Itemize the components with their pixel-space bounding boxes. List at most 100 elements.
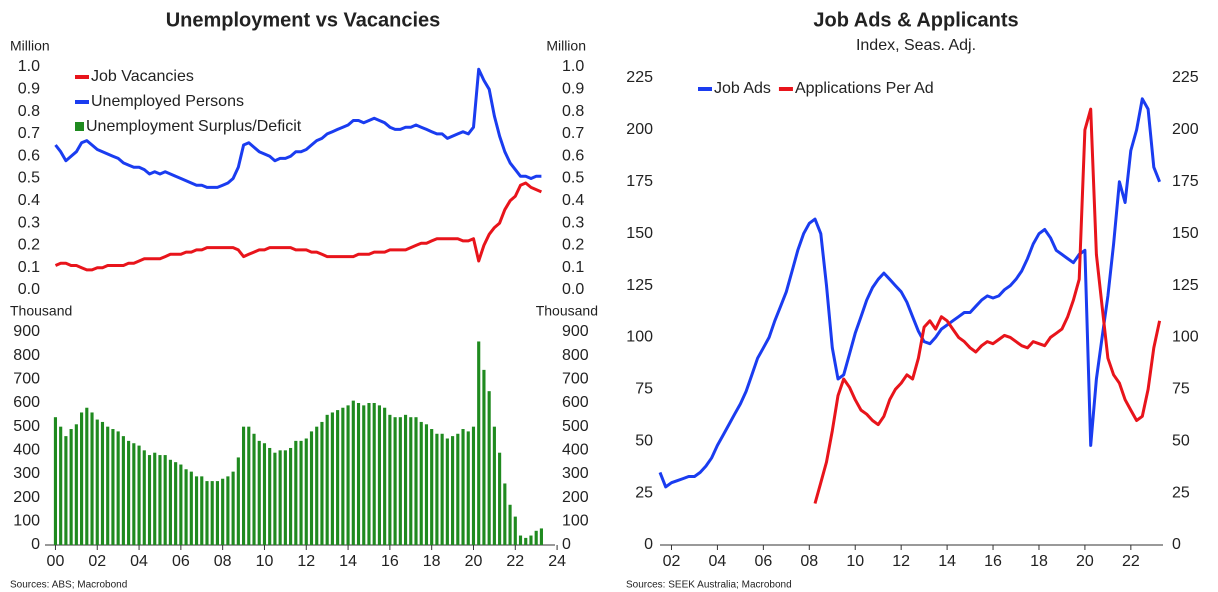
y2-tick-label: 25 [1172,484,1190,501]
bar [153,452,157,545]
y2-tick-label: 0.2 [562,237,584,254]
bar [398,417,402,545]
source: Sources: ABS; Macrobond [10,580,127,591]
bar [226,476,230,545]
bar [445,438,449,545]
y-tick-label: 0.0 [18,281,40,298]
bar [409,417,413,545]
bar [341,407,345,545]
y-tick-label: 0.9 [18,81,40,98]
x-tick-label: 16 [984,553,1002,570]
bar [236,457,240,545]
bar [299,440,303,545]
y-tick-label: 225 [626,69,653,86]
bar [74,424,78,545]
y-tick-label: 200 [13,489,40,506]
y-axis-label: Thousand [10,303,72,319]
y-tick-label: 500 [13,418,40,435]
x-tick-label: 12 [297,553,315,570]
y-tick-label: 800 [13,347,40,364]
y2-tick-label: 100 [1172,329,1199,346]
y-tick-label: 50 [635,432,653,449]
bar [100,421,105,545]
bar [419,421,423,545]
y2-tick-label: 150 [1172,225,1199,242]
bar [168,459,172,545]
legend-label: Job Ads [714,80,771,97]
legend-label: Applications Per Ad [795,80,934,97]
bar [137,445,141,545]
y2-tick-label: 0.5 [562,170,584,187]
x-tick-label: 16 [381,553,399,570]
y-tick-label: 700 [13,371,40,388]
bar [351,400,355,545]
y-tick-label: 0.1 [18,259,40,276]
legend-label: Unemployment Surplus/Deficit [86,118,302,135]
x-tick-label: 08 [214,553,232,570]
bar [163,455,167,545]
bar [132,443,136,545]
bar [487,391,491,545]
y2-tick-label: 100 [562,513,589,530]
bar [330,412,334,545]
bar [241,426,246,545]
y2-axis-label: Thousand [536,303,598,319]
bar [403,414,408,545]
y-tick-label: 100 [626,329,653,346]
bar [111,429,115,545]
bar [388,414,392,545]
bar [424,424,429,545]
bar [518,535,523,545]
bar [539,528,543,545]
y-tick-label: 0.6 [18,147,40,164]
bar [414,417,418,545]
bar [466,431,470,545]
bar [524,537,528,545]
line [813,107,1162,504]
bar [508,504,512,545]
y2-tick-label: 0.6 [562,147,584,164]
y2-tick-label: 800 [562,347,589,364]
bar [346,405,350,545]
y2-tick-label: 0.7 [562,125,584,142]
x-tick-label: 04 [130,553,148,570]
line [54,67,542,189]
bar [430,429,434,545]
bar [116,431,120,545]
x-tick-label: 14 [339,553,357,570]
bar [194,476,199,545]
bar [367,403,371,545]
y-tick-label: 0 [644,536,653,553]
x-tick-label: 24 [548,553,566,570]
bar [90,412,94,545]
bar [200,476,204,545]
line [658,97,1161,489]
bar [283,450,287,545]
bar [69,429,73,545]
y-tick-label: 0.5 [18,170,40,187]
y2-tick-label: 0.0 [562,281,584,298]
bar [268,447,272,545]
legend-swatch [75,122,84,131]
y-tick-label: 25 [635,484,653,501]
bar [53,417,58,545]
y-tick-label: 200 [626,121,653,138]
bar [184,469,188,545]
bar [142,450,146,545]
bar [247,426,251,545]
bar [121,436,125,545]
y2-axis-label: Million [546,38,586,54]
bar [315,426,319,545]
y2-tick-label: 200 [1172,121,1199,138]
y2-tick-label: 50 [1172,432,1190,449]
y2-tick-label: 125 [1172,277,1199,294]
bar [158,455,162,545]
y2-tick-label: 175 [1172,173,1199,190]
bar [147,455,152,545]
bar [215,481,220,545]
y-tick-label: 150 [626,225,653,242]
bar [513,516,517,545]
bar [461,429,465,545]
y-tick-label: 1.0 [18,58,40,75]
bar [440,433,444,545]
